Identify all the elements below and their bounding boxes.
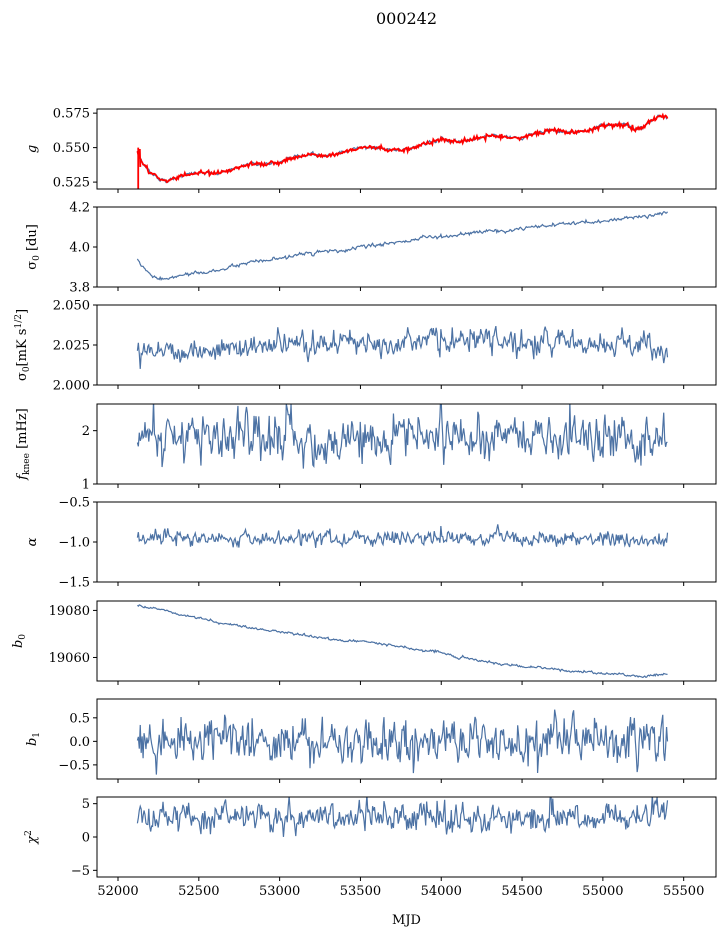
panel-frame [96, 304, 717, 386]
panel-2: 3.8 4.0 4.2 σ0 [du] [25, 201, 717, 296]
series-line [136, 404, 668, 469]
overlay-spike [137, 147, 142, 189]
panel-5: −1.5 −1.0 −0.5 α [25, 496, 717, 591]
y-axis-label: g [25, 145, 40, 153]
y-tick-label: 1 [82, 478, 90, 493]
overlay-line [136, 112, 669, 184]
y-axis-label: b1 [25, 732, 42, 746]
y-tick-label: 2.000 [53, 379, 90, 394]
series-line [136, 211, 668, 282]
x-tick-label: 55000 [582, 884, 623, 899]
x-tick-label: 53500 [340, 884, 381, 899]
panel-frame [96, 403, 717, 485]
series-line [136, 524, 669, 549]
y-tick-label: 4.2 [69, 201, 90, 216]
y-tick-label: 2.050 [53, 299, 90, 314]
panel-4: 1 2 fknee [mHz] [15, 403, 717, 493]
panel-7: −0.5 0.0 0.5 b1 [25, 698, 717, 783]
y-tick-label: 0 [82, 831, 90, 846]
series-line [136, 797, 669, 837]
panel-1: 0.525 0.550 0.575 g [25, 107, 717, 193]
panel-6: 19060 19080 b0 [11, 600, 717, 685]
x-tick-label: 55500 [663, 884, 704, 899]
y-tick-label: 0.525 [53, 176, 90, 191]
y-tick-label: 0.5 [69, 711, 90, 726]
y-tick-label: −5 [71, 864, 90, 879]
y-axis-label: σ0 [du] [25, 224, 42, 270]
figure-title: 000242 [376, 9, 437, 28]
x-axis-label: MJD [392, 913, 421, 928]
y-tick-label: 0.575 [53, 107, 90, 122]
x-tick-label: 54500 [501, 884, 542, 899]
y-tick-label: −1.0 [58, 536, 90, 551]
x-tick-label: 53000 [259, 884, 300, 899]
x-tick-label: 52500 [178, 884, 219, 899]
y-tick-label: −1.5 [58, 576, 90, 591]
y-tick-label: −0.5 [58, 496, 90, 511]
y-tick-label: 0.550 [53, 141, 90, 156]
y-tick-label: 0.0 [69, 735, 90, 750]
y-tick-label: 19080 [49, 604, 90, 619]
y-tick-label: −0.5 [58, 758, 90, 773]
y-tick-label: 2 [82, 424, 90, 439]
y-axis-label: fknee [mHz] [15, 408, 32, 481]
panel-3: 2.000 2.025 2.050 σ0[mK s1/2] [14, 299, 717, 394]
series-line [136, 325, 669, 369]
y-tick-label: 5 [82, 797, 90, 812]
y-tick-label: 2.025 [53, 339, 90, 354]
y-axis-label: σ0[mK s1/2] [14, 309, 32, 381]
y-tick-label: 3.8 [69, 281, 90, 296]
y-axis-label: α [25, 537, 40, 546]
y-axis-label: b0 [11, 634, 28, 648]
panel-frame [96, 108, 717, 190]
panel-8: 52000 52500 53000 53500 54000 54500 55000 55500… [24, 796, 717, 899]
panel-frame [96, 600, 717, 682]
y-axis-label: χ2 [24, 830, 40, 845]
y-tick-label: 4.0 [69, 241, 90, 256]
y-tick-label: 19060 [49, 651, 90, 666]
panel-frame [96, 698, 717, 780]
series-line [137, 604, 668, 679]
series-line [136, 709, 669, 775]
panel-frame [96, 796, 717, 878]
x-tick-label: 52000 [97, 884, 138, 899]
x-tick-label: 54000 [421, 884, 462, 899]
